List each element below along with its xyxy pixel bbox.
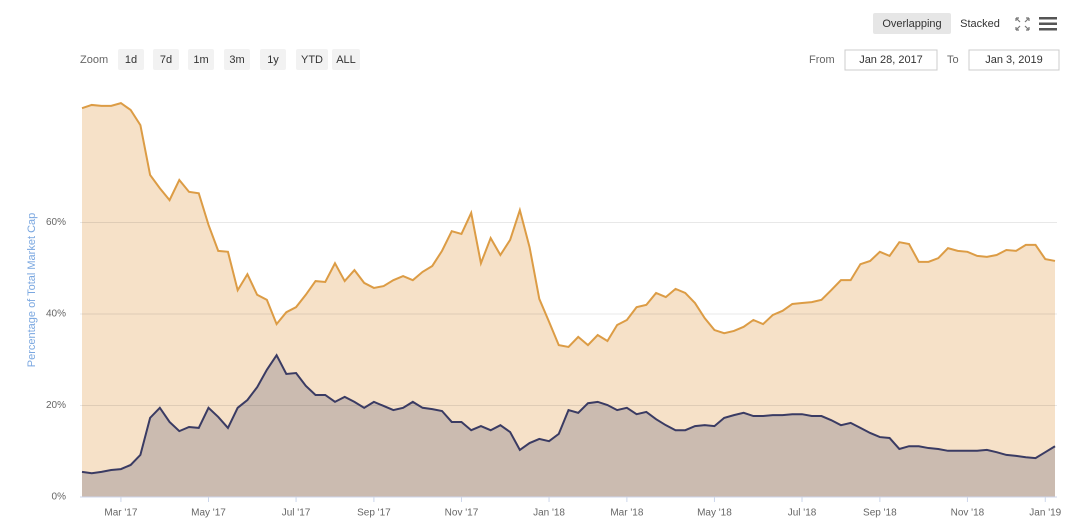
from-input[interactable] <box>844 49 938 71</box>
zoom-button-bg[interactable] <box>296 49 328 70</box>
y-axis-title: Percentage of Total Market Cap <box>26 213 38 368</box>
x-tick-label: Mar '18 <box>610 508 643 519</box>
zoom-button[interactable]: 1y <box>267 54 279 66</box>
y-tick-label: 40% <box>46 309 66 320</box>
x-tick-label: Jan '19 <box>1029 508 1061 519</box>
from-value[interactable]: Jan 28, 2017 <box>859 54 923 66</box>
zoom-button[interactable]: 1m <box>193 54 208 66</box>
zoom-button-bg[interactable] <box>224 49 250 70</box>
mode-button-bg[interactable] <box>873 13 951 34</box>
x-tick-label: Jul '17 <box>282 508 311 519</box>
zoom-button[interactable]: 1d <box>125 54 137 66</box>
to-label: To <box>947 54 959 66</box>
zoom-button-bg[interactable] <box>188 49 214 70</box>
x-tick-label: Sep '17 <box>357 508 391 519</box>
y-tick-label: 60% <box>46 217 66 228</box>
x-tick-label: Nov '17 <box>445 508 479 519</box>
zoom-button-bg[interactable] <box>153 49 179 70</box>
zoom-label: Zoom <box>80 54 108 66</box>
x-tick-label: Nov '18 <box>951 508 985 519</box>
y-tick-label: 20% <box>46 400 66 411</box>
x-tick-label: May '17 <box>191 508 226 519</box>
zoom-button[interactable]: 7d <box>160 54 172 66</box>
area-fill <box>82 355 1055 497</box>
mode-button[interactable]: Stacked <box>960 18 1000 30</box>
to-input[interactable] <box>968 49 1060 71</box>
zoom-button[interactable]: ALL <box>336 54 356 66</box>
menu-icon[interactable] <box>1039 17 1057 31</box>
from-label: From <box>809 54 835 66</box>
x-tick-label: Mar '17 <box>104 508 137 519</box>
x-tick-label: May '18 <box>697 508 732 519</box>
zoom-button-bg[interactable] <box>118 49 144 70</box>
mode-button[interactable]: Overlapping <box>882 18 941 30</box>
fullscreen-icon[interactable] <box>1015 17 1030 31</box>
zoom-button[interactable]: 3m <box>229 54 244 66</box>
x-tick-label: Jan '18 <box>533 508 565 519</box>
x-tick-label: Sep '18 <box>863 508 897 519</box>
line <box>81 102 1056 349</box>
zoom-button-bg[interactable] <box>260 49 286 70</box>
x-tick-label: Jul '18 <box>788 508 817 519</box>
y-tick-label: 0% <box>52 492 67 503</box>
line <box>81 353 1056 475</box>
zoom-button[interactable]: YTD <box>301 54 323 66</box>
to-value[interactable]: Jan 3, 2019 <box>985 54 1043 66</box>
zoom-button-bg[interactable] <box>332 49 360 70</box>
